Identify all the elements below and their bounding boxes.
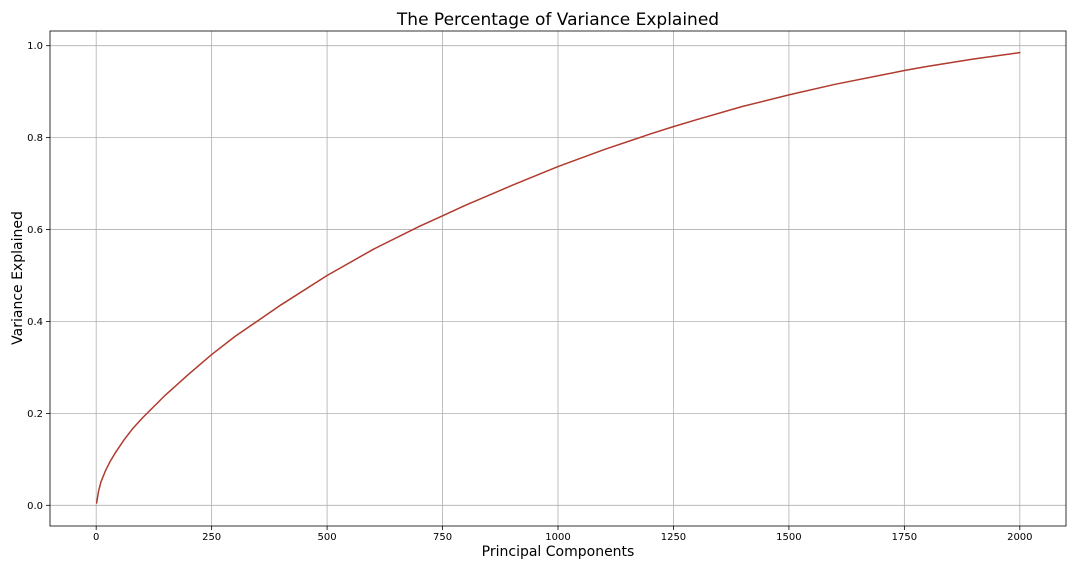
- x-axis-label: Principal Components: [482, 544, 635, 560]
- y-axis-label: Variance Explained: [10, 211, 26, 345]
- series-layer: [95, 51, 1021, 504]
- y-tick-label: 0.8: [27, 133, 43, 144]
- x-tick-label: 250: [202, 532, 221, 543]
- y-tick-label: 1.0: [27, 41, 43, 52]
- x-tick-label: 2000: [1007, 532, 1032, 543]
- y-tick-label: 0.0: [27, 501, 43, 512]
- x-tick-label: 0: [93, 532, 99, 543]
- y-tick-label: 0.4: [27, 317, 43, 328]
- x-tick-label: 1500: [776, 532, 801, 543]
- ticks: 0 250 500 750 1000 1250 1500 1750 2000 0.0 0.2 0.4 0…: [27, 41, 1032, 543]
- x-tick-label: 1750: [892, 532, 917, 543]
- x-tick-label: 750: [433, 532, 452, 543]
- chart-title: The Percentage of Variance Explained: [396, 10, 719, 30]
- x-tick-label: 1250: [661, 532, 686, 543]
- x-tick-label: 1000: [545, 532, 570, 543]
- x-tick-label: 500: [318, 532, 337, 543]
- grid: [50, 31, 1066, 526]
- series-line: [95, 51, 1021, 504]
- y-tick-label: 0.6: [27, 225, 43, 236]
- y-tick-label: 0.2: [27, 409, 43, 420]
